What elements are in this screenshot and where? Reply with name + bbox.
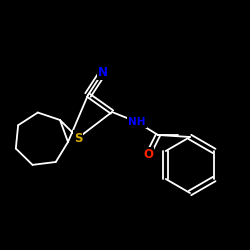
Text: S: S bbox=[74, 132, 82, 144]
Text: O: O bbox=[143, 148, 153, 162]
Text: N: N bbox=[98, 66, 108, 78]
Text: NH: NH bbox=[128, 117, 146, 127]
